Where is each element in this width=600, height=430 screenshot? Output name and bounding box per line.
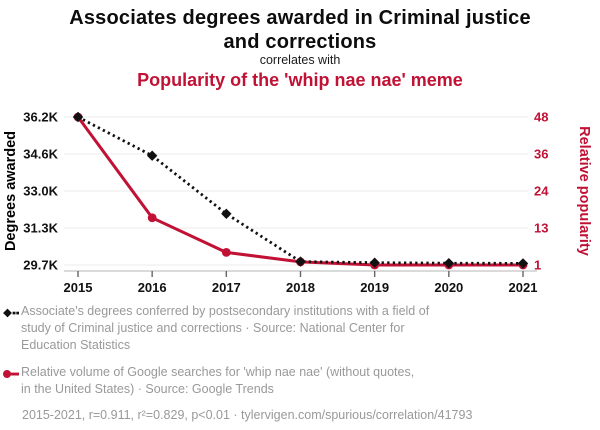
degrees-series-description: Associate's degrees conferred by postsec… — [21, 304, 430, 352]
data-point-diamond — [221, 208, 232, 219]
x-tick-label: 2018 — [286, 280, 315, 295]
data-point-diamond — [517, 258, 529, 269]
right-axis-title: Relative popularity — [576, 126, 592, 256]
left-y-tick-label: 34.6K — [23, 147, 58, 162]
right-y-tick-label: 36 — [534, 147, 548, 162]
x-tick-label: 2016 — [138, 280, 167, 295]
data-point-diamond — [295, 256, 306, 267]
right-y-tick-label: 24 — [534, 184, 549, 199]
data-point-circle — [147, 213, 157, 223]
right-y-tick-label: 1 — [534, 258, 541, 273]
left-y-tick-label: 31.3K — [23, 221, 58, 236]
left-y-tick-label: 29.7K — [23, 258, 58, 273]
x-tick-label: 2021 — [509, 280, 538, 295]
subtitle-meme-title: Popularity of the 'whip nae nae' meme — [137, 70, 463, 90]
x-tick-label: 2015 — [64, 280, 93, 295]
left-axis-title: Degrees awarded — [3, 131, 19, 251]
data-point-diamond — [72, 111, 84, 123]
data-point-diamond — [443, 257, 455, 269]
right-y-tick-label: 48 — [534, 110, 548, 125]
left-y-tick-label: 33.0K — [23, 184, 58, 199]
series-line-degrees — [77, 115, 524, 265]
x-tick-label: 2019 — [360, 280, 389, 295]
left-y-tick-label: 36.2K — [23, 110, 58, 125]
diamond-dotted-line-icon — [3, 308, 19, 318]
data-point-diamond — [369, 257, 380, 268]
popularity-series-description: Relative volume of Google searches for '… — [21, 365, 415, 396]
x-tick-label: 2017 — [212, 280, 241, 295]
data-point-circle — [221, 248, 231, 257]
circle-solid-line-icon — [3, 370, 19, 378]
x-tick-label: 2020 — [434, 280, 463, 295]
right-y-tick-label: 13 — [534, 221, 548, 236]
correlates-with-label: correlates with — [259, 53, 341, 67]
legend: Associate's degrees conferred by postsec… — [3, 303, 593, 422]
page-title-text: Associates degrees awarded in Criminal j… — [69, 7, 531, 53]
legend-item-degrees: Associate's degrees conferred by postsec… — [3, 303, 593, 354]
legend-item-popularity: Relative volume of Google searches for '… — [3, 364, 593, 398]
page-title: Associates degrees awarded in Criminal j… — [0, 6, 600, 54]
data-point-diamond — [146, 150, 158, 161]
stats-footer: 2015-2021, r=0.911, r²=0.829, p<0.01 · t… — [22, 408, 473, 422]
dual-axis-line-chart: 2015 2016 2017 2018 2019 2020 2021 36.2K 34.6K 33… — [3, 110, 592, 296]
